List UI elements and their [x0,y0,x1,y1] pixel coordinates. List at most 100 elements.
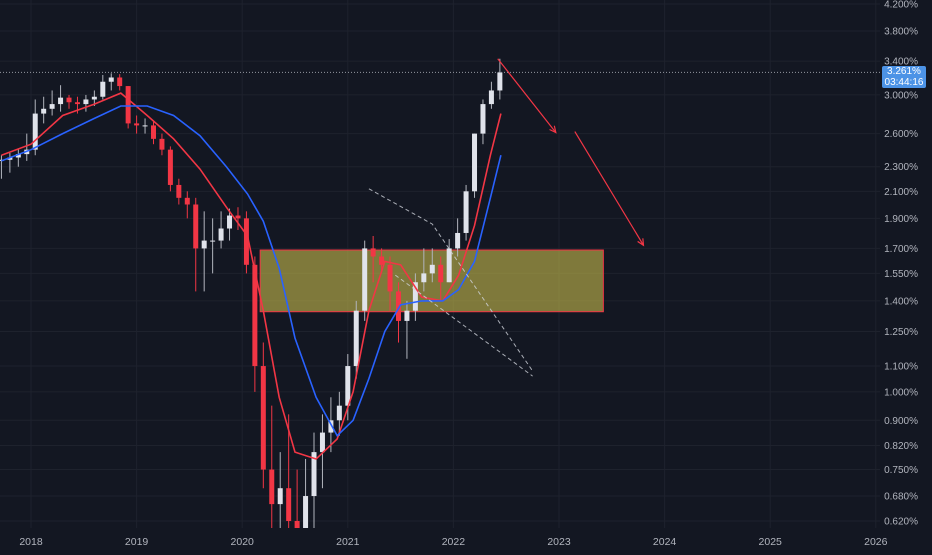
y-tick-label: 2.100% [884,187,918,198]
candle-body [83,99,89,105]
candle-body [134,123,140,126]
candle-body [41,108,47,114]
x-tick-label: 2023 [547,536,571,548]
y-tick-label: 3.800% [884,27,918,38]
candle-body [463,191,469,233]
x-tick-label: 2019 [125,536,149,548]
candle-body [353,310,359,367]
candle-body [235,215,241,219]
candle-body [286,488,292,521]
candle-body [125,86,131,124]
candle-body [66,97,72,103]
candle-body [480,104,486,134]
trend-channel-dashed-line [395,274,533,377]
y-tick-label: 2.600% [884,129,918,140]
candle-body [379,256,385,265]
candle-body [421,273,427,283]
y-tick-label: 2.300% [884,162,918,173]
candle-body [176,184,182,198]
y-tick-label: 1.250% [884,327,918,338]
drawing-tools[interactable] [368,58,645,377]
candle-body [74,102,80,105]
candle-body [142,125,148,127]
forecast-arrow-head [549,125,557,134]
candle-body [345,366,351,406]
y-tick-label: 3.000% [884,90,918,101]
candle-body [311,452,317,497]
candle-body [58,97,64,105]
candle-body [404,310,410,321]
x-tick-label: 2020 [231,536,255,548]
x-tick-label: 2026 [864,536,888,548]
candle-body [260,366,266,470]
candle-body [227,215,233,229]
y-tick-label: 1.900% [884,214,918,225]
candle-body [395,291,401,321]
time-axis-background [0,528,932,550]
candle-body [150,125,156,139]
moving-average-lines [1,92,502,460]
candle-body [210,240,216,242]
candle-body [488,90,494,105]
y-tick-label: 0.900% [884,416,918,427]
candle-body [497,72,503,91]
candle-body [201,240,207,249]
candle-body [243,218,249,265]
x-tick-label: 2018 [19,536,43,548]
y-tick-label: 1.400% [884,296,918,307]
candle-body [336,405,342,421]
y-tick-label: 0.680% [884,492,918,503]
price-axis-background [880,0,932,550]
candle-body [100,81,106,97]
current-price-badge: 3.261% 03:44:16 [882,66,926,88]
candle-body [429,264,435,274]
candlestick-series [0,58,503,555]
candle-body [303,496,309,554]
candle-body [387,264,393,292]
y-tick-label: 1.550% [884,269,918,280]
candle-body [117,77,123,87]
y-tick-label: 4.200% [884,0,918,11]
candle-body [319,432,325,453]
forecast-arrow-head [637,238,645,247]
y-tick-label: 3.400% [884,57,918,68]
forecast-arrow-line [574,131,644,246]
y-tick-label: 1.000% [884,387,918,398]
price-axis[interactable]: 4.200% 3.800% 3.400% 3.000% 2.600% 2.300% 2.10… [880,0,932,550]
forecast-arrow-line [497,58,557,133]
time-axis[interactable]: 2018 2019 2020 2021 2022 2023 2024 2025 2026 [0,528,932,550]
y-tick-label: 0.750% [884,465,918,476]
candle-body [277,488,283,505]
candle-body [7,157,13,160]
candle-body [252,264,258,367]
candle-body [167,149,173,185]
candle-body [218,228,224,241]
candle-body [193,204,199,249]
y-tick-label: 1.100% [884,362,918,373]
candle-body [159,138,165,150]
moving-average-slow-line [1,105,502,438]
x-tick-label: 2024 [653,536,677,548]
candle-body [362,248,368,311]
y-tick-label: 1.700% [884,244,918,255]
x-tick-label: 2025 [759,536,783,548]
candle-body [446,248,452,283]
candle-body [91,96,97,100]
trend-channel-dashed-line [368,188,534,372]
candle-body [184,197,190,205]
candle-body [328,420,334,433]
candle-body [412,282,418,311]
candle-body [108,77,114,82]
y-tick-label: 0.620% [884,517,918,528]
x-tick-label: 2022 [442,536,466,548]
candle-body [370,248,376,257]
candle-body [269,469,275,505]
candle-body [49,104,55,109]
y-tick-label: 0.820% [884,441,918,452]
candle-body [472,133,478,192]
candle-body [32,113,38,150]
candle-body [455,232,461,249]
x-tick-label: 2021 [336,536,360,548]
